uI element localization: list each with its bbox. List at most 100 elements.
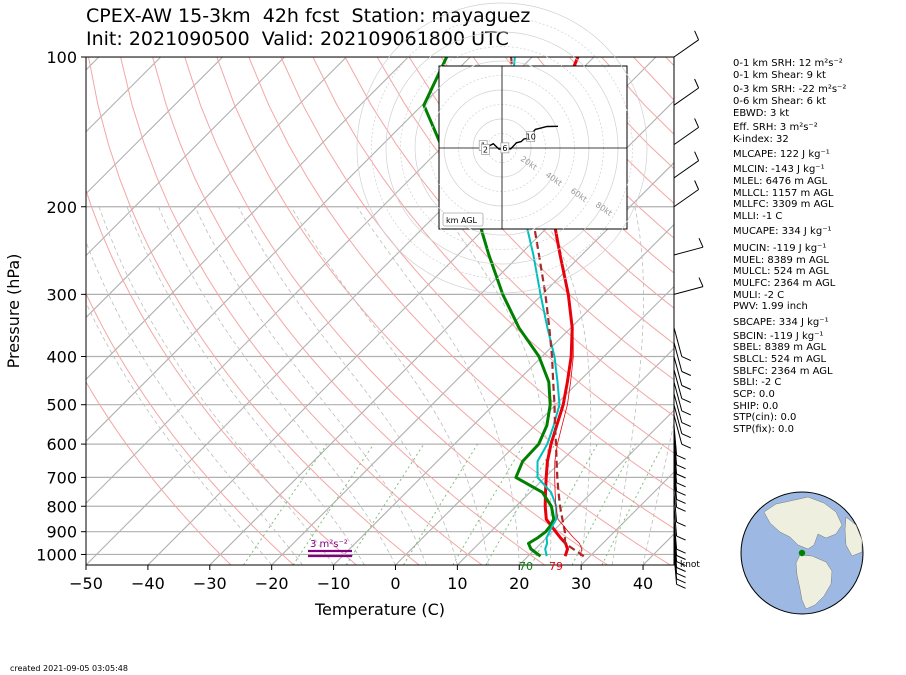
wind-barb-flag [676,548,686,554]
moist-adiabat-line [194,206,427,565]
stat-line: 0-1 km Shear: 9 kt [733,69,826,81]
stat-line: SBLCL: 524 m AGL [733,353,827,365]
mixing-ratio-line [452,443,525,565]
dry-adiabat-line [472,57,674,274]
wind-barb-flag [694,118,700,128]
isotherm-line [518,409,674,565]
mixing-ratio-line [571,443,636,565]
wind-barb-staff [673,356,683,386]
stat-line: 0-1 km SRH: 12 m²s⁻² [733,58,843,69]
surface-temp-label: 79 [549,560,563,573]
dry-adiabat-line [86,292,295,565]
wind-barb-staff [673,189,699,208]
x-tick-label: −50 [69,574,103,593]
dry-adiabat-line [152,57,545,565]
hodograph-inset: 20kt40kt60kt80kt12610 km AGL [356,2,648,294]
hodograph-ring [356,2,648,294]
moist-adiabat-line [611,206,644,565]
y-tick-label: 700 [46,468,77,487]
wind-barb-flag [681,371,692,376]
stat-line: Eff. SRH: 3 m²s⁻² [733,122,818,134]
isotherm-line [86,57,285,257]
dry-adiabat-line [120,57,483,565]
y-tick-label: 300 [46,285,77,304]
isotherm-line [580,471,674,565]
isotherm-line [86,57,471,442]
wind-barb-flag [676,535,686,541]
moist-adiabat-line [86,240,303,565]
wind-barb-staff [673,87,699,106]
x-tick-label: 10 [447,574,467,593]
plot-frame [85,56,675,566]
wind-barb-staff [673,469,678,500]
wind-barb-flag [676,490,686,496]
y-tick-label: 1000 [36,545,77,564]
moist-adiabat-line [537,206,592,565]
wind-barb-staff [673,525,678,556]
hodograph-height-label: 6 [502,144,507,153]
wind-barb-staff [673,477,678,508]
hodograph-trace [482,125,559,152]
wind-barb-flag [676,561,686,567]
wind-barb-flag [681,410,692,416]
wind-barb-staff [673,452,678,483]
wind-barb-flag [676,555,686,560]
mixing-ratio-line [601,443,664,565]
wind-barb-flag [681,356,692,362]
wind-barb-staff [673,39,699,58]
wind-barb-staff [673,537,678,568]
moist-adiabat-line [158,206,396,565]
srh-bar: 3 m²s⁻² [308,539,352,558]
wind-barb-flag [676,482,686,488]
wind-barb-flag [681,422,692,428]
isotherm-line [86,57,224,195]
location-globe [740,491,864,615]
stat-line: MLLCL: 1157 m AGL [733,187,834,199]
wind-barb-flag [676,506,686,512]
wind-barb-flag [676,572,686,578]
mixing-ratio-line [243,443,328,565]
stat-line: MUEL: 8389 m AGL [733,254,829,266]
y-tick-label: 100 [46,48,77,67]
stat-line: STP(fix): 0.0 [733,423,794,435]
wind-barb-flag [676,473,686,479]
wind-barb-flag [681,433,692,439]
wind-barb-staff [673,126,699,146]
moist-adiabat-line [356,206,520,565]
x-tick-label: −40 [131,574,165,593]
x-tick-label: −10 [317,574,351,593]
x-tick-label: 20 [509,574,529,593]
wind-barb-flag [681,443,692,449]
x-tick-label: 40 [633,574,653,593]
stat-line: MLLI: -1 C [733,210,783,222]
wind-barb-staff [673,246,704,256]
wind-barb-flag [676,578,686,584]
x-axis-label: Temperature (C) [314,600,445,619]
isotherm-line [86,57,347,319]
y-tick-label: 400 [46,348,77,367]
wind-barb-flag [676,521,686,527]
wind-barb-flag [681,398,692,404]
wind-barb-flag [694,151,700,161]
mixing-ratio-line [345,443,425,565]
moist-adiabat-line [237,206,458,565]
moist-adiabat-line [642,420,674,565]
wind-barb-flag [676,583,686,589]
hodograph-height-label: 2 [483,145,488,154]
wind-barb-flag [694,78,700,89]
hodograph-legend: km AGL [446,216,478,225]
stat-line: EBWD: 3 kt [733,107,790,119]
wind-barb-staff [673,531,678,562]
wind-barb-flag [676,464,686,470]
x-tick-label: 0 [390,574,400,593]
dry-adiabat-line [88,57,420,565]
moist-adiabat-line [290,206,489,565]
hodograph-ring [371,17,633,279]
wind-barb-staff [673,286,704,295]
wind-barb-flag [694,30,700,41]
wind-barb-staff [673,415,683,445]
wind-barb-staff [673,444,678,475]
y-tick-label: 600 [46,435,77,454]
hodograph-height-box [481,144,490,155]
y-tick-label: 500 [46,396,77,415]
